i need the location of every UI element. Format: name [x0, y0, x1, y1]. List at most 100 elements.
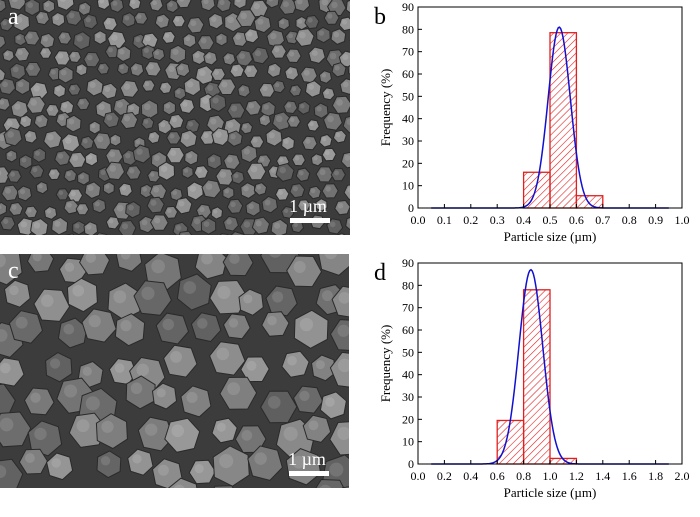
particle [116, 62, 130, 76]
particle [65, 233, 75, 235]
particle-highlight [0, 205, 2, 210]
particle-highlight [104, 86, 111, 92]
particle-highlight [228, 318, 239, 328]
x-tick-label: 1.0 [675, 213, 690, 227]
particle [149, 183, 168, 201]
particle-highlight [319, 169, 326, 176]
particle-highlight [173, 484, 185, 488]
particle-highlight [157, 16, 164, 23]
particle [125, 165, 142, 180]
particle-highlight [116, 204, 124, 212]
particle [193, 165, 209, 180]
particle [96, 450, 122, 479]
particle-highlight [151, 259, 165, 274]
particle [223, 153, 241, 171]
particle-highlight [178, 200, 185, 207]
particle [283, 100, 298, 115]
particle-highlight [82, 366, 92, 376]
particle-highlight [30, 392, 41, 403]
particle [0, 254, 23, 286]
particle-highlight [164, 33, 170, 38]
particle-highlight [166, 208, 172, 214]
particle-highlight [329, 462, 344, 477]
y-tick-label: 80 [402, 22, 414, 36]
x-tick-label: 2.0 [675, 469, 690, 483]
particle-highlight [123, 115, 130, 122]
particle-highlight [282, 1, 289, 8]
particle-highlight [347, 187, 350, 193]
particle [321, 147, 337, 162]
particle-highlight [346, 118, 350, 126]
particle [226, 198, 244, 214]
histogram-bar [575, 195, 604, 209]
particle [9, 62, 27, 81]
particle [292, 385, 324, 414]
particle [75, 63, 88, 77]
particle [105, 216, 120, 230]
particle [261, 311, 290, 337]
particle [343, 184, 350, 200]
y-tick-label: 0 [408, 201, 414, 215]
particle-highlight [21, 157, 27, 163]
particle-highlight [20, 221, 28, 228]
particle-highlight [123, 83, 131, 90]
particle [318, 254, 349, 276]
particle-highlight [241, 430, 253, 441]
particle [334, 199, 350, 216]
particle [150, 214, 169, 231]
particle-highlight [86, 224, 92, 230]
particle-highlight [121, 185, 127, 191]
particle-highlight [178, 65, 184, 71]
particle [243, 28, 260, 44]
particle-highlight [337, 202, 344, 209]
particle-highlight [233, 173, 239, 179]
particle-highlight [193, 218, 201, 225]
particle [175, 62, 191, 78]
particle-highlight [293, 260, 306, 274]
x-tick-label: 1.4 [595, 469, 610, 483]
particle-highlight [316, 106, 322, 112]
particle [315, 26, 331, 44]
particle-highlight [105, 19, 111, 25]
particle-highlight [132, 454, 142, 464]
particle [75, 203, 90, 216]
particle [125, 375, 156, 410]
particle [306, 119, 320, 132]
particle-highlight [46, 209, 52, 214]
particle-highlight [68, 12, 75, 19]
particle [26, 254, 55, 273]
particle-highlight [109, 165, 117, 172]
particle [251, 46, 270, 65]
particle [88, 120, 101, 135]
particle [162, 100, 176, 116]
particle-highlight [44, 2, 50, 7]
particle-highlight [55, 87, 61, 92]
particle [23, 129, 38, 144]
particle [315, 198, 328, 212]
particle-highlight [125, 152, 131, 159]
particle-highlight [150, 172, 155, 177]
particle [243, 64, 259, 79]
x-tick-label: 0.3 [490, 213, 505, 227]
particle-highlight [300, 103, 305, 109]
particle-highlight [0, 362, 11, 374]
particle [54, 150, 71, 167]
x-tick-label: 0.4 [463, 469, 478, 483]
particle [114, 313, 146, 347]
particle [297, 199, 311, 212]
particle-highlight [313, 156, 318, 161]
particle-highlight [108, 47, 113, 53]
particle-highlight [30, 99, 37, 106]
particle [59, 99, 75, 116]
particle [230, 231, 245, 235]
particle [235, 9, 257, 28]
particle [304, 14, 320, 30]
particle [179, 129, 198, 149]
particle [183, 77, 202, 97]
particle-highlight [0, 465, 7, 479]
particle-highlight [165, 103, 171, 109]
x-tick-label: 1.2 [569, 469, 584, 483]
particle-highlight [205, 183, 213, 190]
particle [51, 216, 69, 235]
particle [270, 44, 287, 59]
